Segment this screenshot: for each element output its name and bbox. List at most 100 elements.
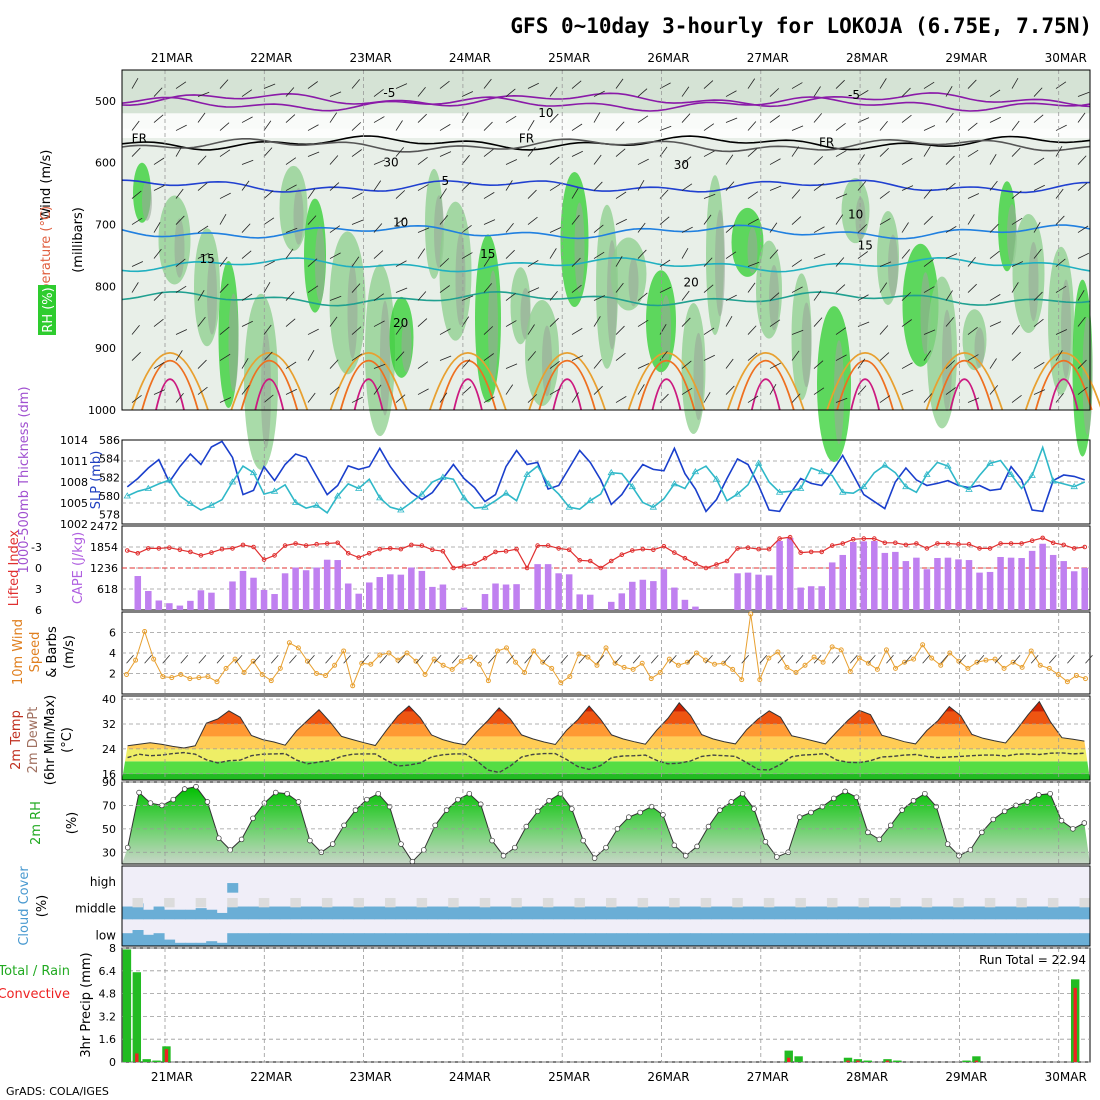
li-marker [619, 552, 625, 558]
boundary-layer-contour [155, 378, 185, 411]
panel-slp-thickness: 586584582580578101410111008100510021000-… [17, 386, 1091, 574]
wind-barb [571, 328, 583, 335]
cloud-gap [637, 898, 649, 908]
wind-barb [967, 79, 977, 89]
cloud-bar [837, 933, 849, 946]
wind-barb [989, 294, 1001, 301]
pressure-tick: 500 [95, 95, 116, 108]
wind-barb [725, 154, 734, 165]
cloud-bar [911, 933, 923, 946]
wind-barb [769, 158, 781, 165]
wind-barb [681, 247, 689, 259]
wind-barb [1011, 217, 1023, 225]
wind-speed-marker [395, 657, 401, 663]
rh-dry-streak [801, 302, 812, 388]
cloud-bar [669, 933, 681, 946]
wind-barb [923, 188, 932, 199]
boundary-layer-contour [627, 352, 706, 411]
wind-barb [549, 290, 558, 301]
cape-tick: 2472 [90, 520, 118, 533]
wind-barb [439, 124, 451, 131]
contour-label: 10 [848, 207, 863, 221]
pressure-tick: 800 [95, 280, 116, 293]
cloud-bar [690, 906, 702, 920]
precip-total-bar [122, 949, 132, 1062]
precip-conv-bar [135, 1053, 139, 1062]
wind-speed-marker [295, 645, 301, 651]
cloud-gap [732, 898, 743, 908]
precip-total-bar [132, 972, 142, 1062]
li-marker [377, 546, 383, 552]
wind-barb [329, 316, 338, 327]
bottom-date-label: 30MAR [1045, 1070, 1087, 1084]
pressure-tick: 700 [95, 219, 116, 232]
wind-barb [857, 154, 865, 165]
wind-barb [197, 252, 209, 259]
wind-barb [373, 384, 382, 395]
wind-barb [329, 252, 341, 259]
cloud-bar [900, 906, 912, 920]
wind-barb [1055, 124, 1067, 131]
wind-barb [967, 397, 980, 403]
li-marker [914, 541, 919, 546]
wind-barb [1077, 182, 1088, 191]
surface-wind-barb [506, 654, 514, 664]
wind-barb [703, 284, 714, 293]
wind-barb [329, 112, 338, 123]
wind-speed-marker [648, 676, 654, 682]
cape-bar [681, 599, 689, 610]
surface-wind-barb [994, 654, 1003, 664]
wind-speed-marker [440, 662, 446, 668]
li-marker [987, 546, 993, 551]
boundary-layer-contour [750, 378, 781, 411]
wind-barb [351, 122, 362, 131]
wind-barb [615, 396, 627, 403]
wind-barb [1077, 290, 1085, 301]
cloud-bar [553, 906, 565, 920]
cloud-bar [563, 933, 575, 946]
surface-wind-barb [1012, 654, 1021, 664]
wind-barb [153, 362, 165, 369]
wind-barb [901, 87, 911, 97]
li-marker [872, 536, 877, 541]
wind-barb [417, 291, 427, 301]
isotherm-line [121, 290, 1091, 307]
li-marker [282, 543, 288, 548]
wind-barb [351, 219, 364, 225]
rh-marker [443, 807, 450, 813]
wind-barb [527, 394, 538, 403]
cloud-bar [963, 906, 975, 920]
wind-barb [153, 248, 162, 259]
wind-speed-marker [314, 671, 320, 676]
li-marker [745, 545, 751, 551]
wind-barb [923, 259, 934, 267]
wind-speed-marker [829, 644, 835, 650]
wind-barb [549, 183, 561, 191]
precip-total-bar [152, 1060, 161, 1062]
wind-barb [395, 287, 408, 293]
wind-speed-marker [476, 661, 482, 667]
top-date-label: 26MAR [647, 51, 689, 65]
top-date-label: 30MAR [1045, 51, 1087, 65]
cloud-bar [700, 906, 712, 920]
rh-marker [865, 829, 871, 836]
isotherm-line [121, 96, 1091, 112]
boundary-layer-contour [538, 360, 597, 411]
wind-barb [197, 359, 207, 369]
wind-speed-marker [368, 661, 374, 667]
cape-bar [871, 541, 878, 610]
wind-barb [263, 83, 276, 89]
surface-wind-barb [759, 654, 768, 664]
wind-barb [285, 388, 297, 395]
bottom-date-label: 29MAR [945, 1070, 987, 1084]
wind-barb [373, 180, 382, 191]
wind-barb [989, 223, 999, 233]
wind-barb [241, 384, 250, 395]
wind-barb [923, 286, 935, 293]
thickness-marker [502, 489, 510, 496]
rh-marker [193, 783, 199, 790]
wind-barb [1077, 112, 1086, 123]
cloud-gap [921, 898, 933, 908]
cape-bar [555, 573, 562, 610]
wind-barb [131, 261, 144, 267]
